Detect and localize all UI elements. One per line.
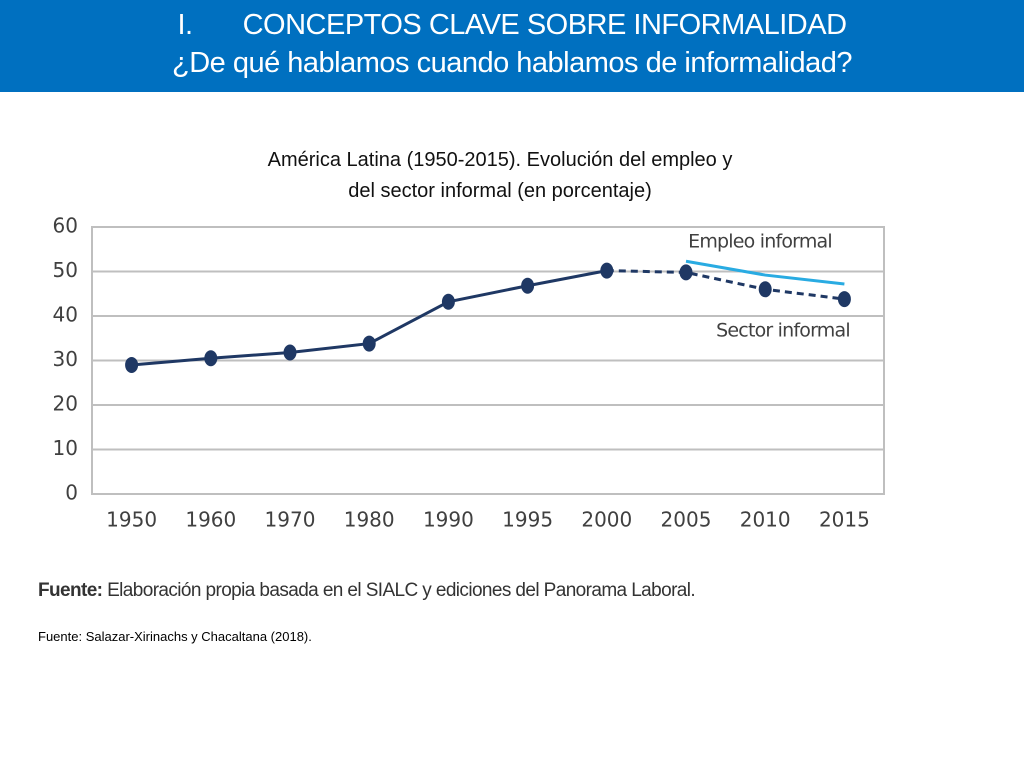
source-text: Elaboración propia basada en el SIALC y …	[107, 580, 696, 601]
header: I. CONCEPTOS CLAVE SOBRE INFORMALIDAD ¿De…	[0, 0, 1024, 92]
source: Fuente: Elaboración propia basada en el …	[38, 580, 696, 602]
section-number: I.	[177, 9, 193, 41]
x-tick-label: 1950	[106, 508, 157, 532]
x-tick-label: 1995	[502, 508, 553, 532]
marker	[679, 264, 693, 281]
header-title: CONCEPTOS CLAVE SOBRE INFORMALIDAD	[242, 9, 847, 41]
marker	[125, 356, 139, 373]
marker	[600, 262, 614, 279]
chart-title: América Latina (1950-2015). Evolución de…	[267, 149, 733, 202]
source-label: Fuente:	[38, 580, 103, 601]
footnote: Fuente: Salazar-Xirinachs y Chacaltana (…	[38, 629, 312, 644]
marker	[283, 344, 297, 361]
y-tick-label: 20	[53, 392, 78, 416]
series-line	[685, 259, 845, 286]
y-tick-label: 10	[53, 436, 78, 460]
marker	[441, 293, 455, 310]
x-tick-label: 1990	[423, 508, 474, 532]
marker	[837, 291, 851, 308]
x-tick-label: 1960	[185, 508, 236, 532]
marker	[521, 277, 535, 294]
marker	[204, 350, 218, 367]
x-tick-label: 2000	[581, 508, 632, 532]
x-tick-label: 1980	[344, 508, 395, 532]
header-subtitle: ¿De qué hablamos cuando hablamos de info…	[172, 47, 853, 79]
header-title-line: I. CONCEPTOS CLAVE SOBRE INFORMALIDAD	[0, 6, 1024, 44]
marker	[362, 335, 376, 352]
y-tick-label: 60	[53, 214, 78, 238]
y-tick-label: 0	[65, 481, 78, 505]
marker	[758, 281, 772, 298]
y-tick-label: 40	[53, 303, 78, 327]
x-tick-label: 2015	[819, 508, 870, 532]
series-label: Empleo informal	[688, 231, 832, 253]
x-tick-label: 2010	[740, 508, 791, 532]
series-label: Sector informal	[716, 320, 850, 342]
x-tick-label: 2005	[661, 508, 712, 532]
series-line	[606, 269, 845, 301]
y-tick-label: 30	[53, 347, 78, 371]
x-tick-label: 1970	[265, 508, 316, 532]
y-tick-label: 50	[53, 258, 78, 282]
